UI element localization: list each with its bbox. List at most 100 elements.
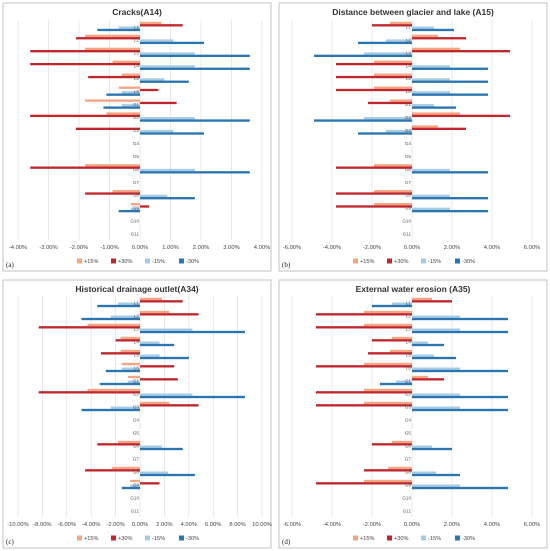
bar-plus30pct-L3 (412, 50, 510, 53)
bar-minus30pct-G3 (358, 132, 412, 135)
bar-plus30pct-L3 (316, 326, 412, 329)
bar-minus30pct-L6 (106, 93, 140, 96)
bar-plus30pct-G6 (30, 166, 141, 169)
legend-swatch (179, 258, 184, 264)
legend-swatch (421, 258, 426, 264)
category-label: G6 (405, 444, 412, 449)
legend-swatch (111, 535, 116, 541)
bar-plus30pct-G9 (140, 482, 160, 485)
bar-plus15pct-G2 (412, 112, 460, 115)
bar-minus30pct-L6 (412, 369, 508, 373)
bar-plus15pct-L6 (121, 362, 140, 366)
bar-plus30pct-L1 (140, 300, 183, 303)
bar-minus30pct-L3 (412, 330, 508, 334)
bar-plus30pct-L2 (316, 313, 412, 316)
category-label: G5 (133, 431, 140, 436)
bar-minus30pct-L4 (140, 343, 175, 347)
bar-plus30pct-G1 (140, 378, 178, 381)
bar-minus30pct-G6 (140, 447, 183, 451)
bar-minus15pct-G1 (121, 104, 140, 107)
bar-plus30pct-L3 (30, 50, 141, 53)
bar-minus15pct-G2 (412, 393, 460, 396)
bar-minus15pct-L3 (140, 52, 195, 55)
bar-plus15pct-G1 (390, 99, 412, 102)
bar-plus30pct-L1 (412, 300, 452, 303)
category-label: G7 (133, 457, 140, 462)
panel-label: (d) (282, 538, 291, 546)
x-tick-label: -10.00% (7, 522, 29, 528)
bar-minus15pct-L2 (140, 39, 174, 42)
bar-minus15pct-G8 (140, 471, 169, 474)
bar-plus15pct-G6 (118, 440, 140, 444)
bar-minus30pct-L3 (140, 330, 245, 334)
bar-minus15pct-G9 (412, 484, 460, 487)
bar-plus15pct-L1 (390, 21, 412, 25)
x-tick-label: 4.00% (254, 245, 270, 251)
bar-plus30pct-G8 (85, 469, 140, 472)
bar-minus30pct-L2 (140, 41, 205, 45)
legend-entry: +15% (360, 259, 374, 265)
category-label: G9 (133, 206, 140, 211)
bar-plus30pct-L4 (30, 62, 141, 66)
panel-label: (c) (6, 538, 14, 546)
category-label: L2 (134, 314, 140, 319)
chart-title: Historical drainage outlet(A34) (75, 284, 198, 294)
legend-swatch (179, 535, 184, 541)
legend-entry: -30% (186, 259, 199, 265)
bar-plus30pct-G3 (412, 127, 466, 130)
bar-plus30pct-G2 (316, 391, 412, 394)
bar-plus15pct-L3 (85, 47, 140, 51)
legend-swatch (77, 535, 82, 541)
bar-minus30pct-G2 (140, 119, 250, 122)
bar-plus15pct-G2 (87, 388, 140, 392)
bar-minus15pct-G2 (140, 393, 193, 396)
bar-minus15pct-G1 (127, 380, 140, 383)
bar-plus15pct-G9 (130, 479, 140, 483)
bar-plus15pct-G9 (364, 479, 412, 483)
bar-minus30pct-L2 (412, 317, 508, 321)
legend-entry: +30% (394, 259, 408, 265)
legend-swatch (77, 258, 82, 264)
bar-minus30pct-G8 (412, 473, 460, 477)
bar-plus15pct-L5 (390, 349, 412, 353)
bar-minus30pct-G3 (81, 408, 140, 412)
bar-minus15pct-G8 (140, 194, 168, 198)
x-tick-label: -4.00% (323, 522, 341, 528)
bar-minus30pct-G6 (412, 171, 488, 174)
bar-minus15pct-L6 (121, 367, 140, 370)
category-label: L4 (134, 340, 140, 345)
category-label: L5 (134, 353, 140, 358)
legend-entry: -30% (462, 536, 475, 542)
bar-plus30pct-G6 (97, 443, 140, 446)
category-label: G6 (133, 167, 140, 172)
bar-minus30pct-L3 (140, 54, 250, 58)
bar-plus15pct-L3 (87, 323, 140, 327)
bar-plus15pct-G9 (130, 202, 140, 206)
bar-minus30pct-L1 (412, 28, 454, 32)
bar-minus30pct-G9 (121, 486, 140, 490)
category-label: G4 (405, 418, 412, 423)
bar-plus30pct-L6 (336, 88, 412, 92)
x-tick-label: 2.00% (156, 522, 172, 528)
bar-minus30pct-G1 (103, 106, 140, 109)
x-tick-label: 0.00% (132, 522, 148, 528)
bar-minus15pct-G6 (412, 168, 450, 172)
category-label: G1 (405, 379, 412, 384)
category-label: L3 (134, 327, 140, 332)
category-label: G2 (405, 392, 412, 397)
category-label: L3 (406, 327, 412, 332)
bar-minus30pct-G9 (118, 209, 140, 213)
legend-entry: +15% (84, 536, 98, 542)
category-label: G11 (403, 232, 412, 237)
x-tick-label: 3.00% (223, 245, 239, 251)
x-tick-label: -6.00% (283, 522, 301, 528)
legend-swatch (387, 535, 392, 541)
bar-minus15pct-G6 (412, 445, 432, 448)
bar-plus15pct-G8 (388, 466, 412, 470)
bar-minus15pct-L6 (412, 367, 460, 370)
chart-panel-d: External water erosion (A35) (d) -6.00% -4.… (278, 279, 548, 549)
legend-entry: +30% (118, 259, 132, 265)
bar-plus30pct-G3 (316, 404, 412, 407)
category-label: G9 (133, 483, 140, 488)
legend-swatch (353, 535, 358, 541)
